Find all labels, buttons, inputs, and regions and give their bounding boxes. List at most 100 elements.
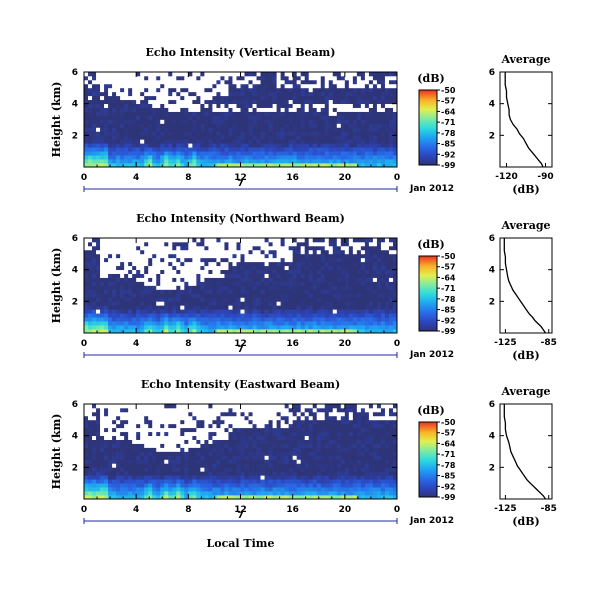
heatmap-cell	[208, 471, 213, 476]
heatmap-cell	[280, 277, 285, 282]
heatmap-cell	[196, 131, 201, 136]
heatmap-cell	[332, 115, 338, 120]
heatmap-cell	[284, 241, 289, 247]
heatmap-cell	[192, 151, 197, 156]
heatmap-cell	[392, 285, 398, 290]
heatmap-cell	[300, 107, 306, 112]
heatmap-cell	[324, 147, 330, 152]
heatmap-cell	[272, 147, 277, 152]
heatmap-cell	[300, 83, 306, 89]
heatmap-cell	[360, 155, 366, 160]
heatmap-cell	[212, 265, 217, 271]
heatmap-cell	[304, 257, 310, 263]
heatmap-cell	[84, 273, 89, 278]
heatmap-cell	[136, 147, 141, 152]
heatmap-cell	[228, 261, 233, 267]
heatmap-cell	[312, 241, 318, 247]
heatmap-cell	[240, 483, 245, 488]
heatmap-cell	[308, 305, 314, 310]
heatmap-cell	[120, 455, 125, 460]
heatmap-cell	[176, 309, 181, 314]
heatmap-cell	[92, 487, 97, 492]
heatmap-cell	[284, 321, 289, 326]
heatmap-cell	[160, 487, 165, 492]
heatmap-cell	[376, 325, 382, 330]
heatmap-cell	[244, 103, 249, 108]
heatmap-cell	[228, 439, 233, 444]
heatmap-cell	[212, 471, 217, 476]
heatmap-cell	[236, 404, 241, 409]
heatmap-cell	[276, 321, 281, 326]
heatmap-cell	[192, 435, 197, 440]
heatmap-cell	[300, 269, 306, 274]
heatmap-cell	[328, 301, 334, 306]
heatmap-cell	[96, 107, 101, 112]
heatmap-cell	[156, 115, 161, 120]
heatmap-cell	[104, 147, 109, 152]
heatmap-cell	[200, 404, 205, 409]
heatmap-cell	[220, 131, 225, 136]
heatmap-cell	[164, 123, 169, 128]
heatmap-cell	[332, 99, 338, 105]
heatmap-cell	[324, 253, 330, 259]
heatmap-cell	[212, 151, 217, 156]
heatmap-cell	[136, 415, 141, 421]
heatmap-cell	[384, 91, 390, 97]
heatmap-cell	[220, 455, 225, 460]
heatmap-cell	[188, 471, 193, 476]
heatmap-cell	[88, 309, 93, 314]
heatmap-cell	[304, 325, 310, 330]
heatmap-cell	[356, 159, 362, 164]
heatmap-cell	[96, 329, 101, 334]
heatmap-cell	[320, 75, 326, 81]
heatmap-cell	[392, 123, 398, 128]
heatmap-cell	[248, 253, 253, 259]
heatmap-cell	[212, 115, 217, 120]
heatmap-cell	[172, 455, 177, 460]
heatmap-cell	[84, 427, 89, 433]
heatmap-cell	[232, 313, 237, 318]
heatmap-cell	[340, 87, 346, 93]
heatmap-cell	[96, 72, 101, 77]
heatmap-cell	[212, 487, 217, 492]
heatmap-cell	[120, 491, 125, 496]
heatmap-cell	[312, 135, 318, 140]
heatmap-cell	[248, 423, 253, 429]
heatmap-cell	[220, 83, 225, 89]
heatmap-cell	[156, 79, 161, 85]
heatmap-cell	[228, 75, 233, 81]
heatmap-cell	[164, 463, 169, 468]
heatmap-cell	[228, 147, 233, 152]
heatmap-cell	[388, 87, 394, 93]
heatmap-cell	[192, 72, 197, 77]
heatmap-cell	[136, 95, 141, 101]
heatmap-cell	[140, 475, 145, 480]
heatmap-cell	[172, 135, 177, 140]
heatmap-cell	[256, 313, 261, 318]
heatmap-cell	[204, 491, 209, 496]
heatmap-cell	[108, 265, 113, 271]
heatmap-cell	[248, 487, 253, 492]
heatmap-cell	[136, 439, 141, 444]
heatmap-cell	[316, 249, 322, 255]
heatmap-cell	[88, 281, 93, 286]
heatmap-cell	[112, 111, 117, 116]
heatmap-cell	[236, 463, 241, 468]
heatmap-cell	[364, 95, 370, 101]
heatmap-cell	[364, 309, 370, 314]
heatmap-cell	[208, 491, 213, 496]
heatmap-cell	[156, 451, 161, 456]
heatmap-cell	[108, 277, 113, 282]
heatmap-cell	[212, 321, 217, 326]
heatmap-cell	[84, 265, 89, 271]
heatmap-cell	[108, 404, 113, 409]
heatmap-cell	[116, 95, 121, 101]
heatmap-cell	[348, 135, 354, 140]
heatmap-cell	[136, 91, 141, 97]
heatmap-cell	[232, 459, 237, 464]
heatmap-cell	[288, 261, 294, 267]
heatmap-cell	[208, 155, 213, 160]
heatmap-cell	[372, 329, 378, 334]
heatmap-cell	[208, 479, 213, 484]
heatmap-cell	[260, 72, 265, 77]
